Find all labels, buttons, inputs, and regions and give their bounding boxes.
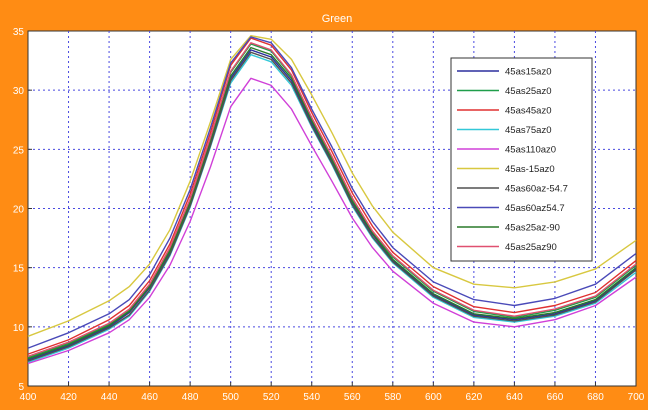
legend-label: 45as75az0 bbox=[505, 125, 551, 136]
y-tick-label: 10 bbox=[13, 323, 25, 334]
legend-label: 45as60az-54.7 bbox=[505, 184, 568, 195]
series-line bbox=[27, 49, 637, 361]
x-tick-label: 640 bbox=[506, 392, 523, 403]
x-tick-label: 600 bbox=[425, 392, 442, 403]
series-line bbox=[27, 35, 637, 337]
x-tick-label: 700 bbox=[628, 392, 645, 403]
x-tick-label: 620 bbox=[466, 392, 483, 403]
x-tick-label: 540 bbox=[303, 392, 320, 403]
legend-label: 45as25az90 bbox=[505, 242, 557, 253]
series-line bbox=[27, 51, 637, 362]
y-tick-label: 5 bbox=[18, 382, 24, 393]
y-tick-label: 15 bbox=[13, 264, 25, 275]
series-layer bbox=[27, 35, 637, 365]
legend-label: 45as60az54.7 bbox=[505, 203, 565, 214]
series-line bbox=[27, 46, 637, 360]
x-tick-label: 660 bbox=[547, 392, 564, 403]
series-line bbox=[27, 54, 637, 363]
legend-label: 45as25az0 bbox=[505, 86, 551, 97]
y-tick-label: 25 bbox=[13, 145, 25, 156]
x-tick-label: 520 bbox=[263, 392, 280, 403]
x-tick-label: 460 bbox=[141, 392, 158, 403]
legend-label: 45as-15az0 bbox=[505, 164, 555, 175]
x-tick-label: 580 bbox=[384, 392, 401, 403]
x-tick-label: 420 bbox=[60, 392, 77, 403]
series-line bbox=[27, 42, 637, 358]
x-tick-label: 680 bbox=[587, 392, 604, 403]
y-axis: 5 10 15 20 25 30 35 bbox=[13, 27, 32, 393]
legend: 45as15az0 45as25az0 45as45az0 45as75az0 45as… bbox=[450, 57, 593, 262]
chart-title: Green bbox=[322, 13, 353, 25]
legend-label: 45as45az0 bbox=[505, 106, 551, 117]
x-tick-label: 480 bbox=[182, 392, 199, 403]
x-axis: 400 420 440 460 480 500 520 540 560 580 600 620 640 6… bbox=[20, 382, 645, 403]
y-tick-label: 30 bbox=[13, 86, 25, 97]
x-tick-label: 400 bbox=[20, 392, 37, 403]
legend-label: 45as25az-90 bbox=[505, 223, 560, 234]
legend-label: 45as110az0 bbox=[505, 145, 556, 156]
x-tick-label: 560 bbox=[344, 392, 361, 403]
y-tick-label: 20 bbox=[13, 205, 25, 216]
series-line bbox=[27, 36, 637, 349]
legend-label: 45as15az0 bbox=[505, 67, 551, 78]
x-tick-label: 440 bbox=[101, 392, 118, 403]
y-tick-label: 35 bbox=[13, 27, 25, 38]
x-tick-label: 500 bbox=[222, 392, 239, 403]
series-line bbox=[27, 37, 637, 355]
series-line bbox=[27, 77, 637, 365]
